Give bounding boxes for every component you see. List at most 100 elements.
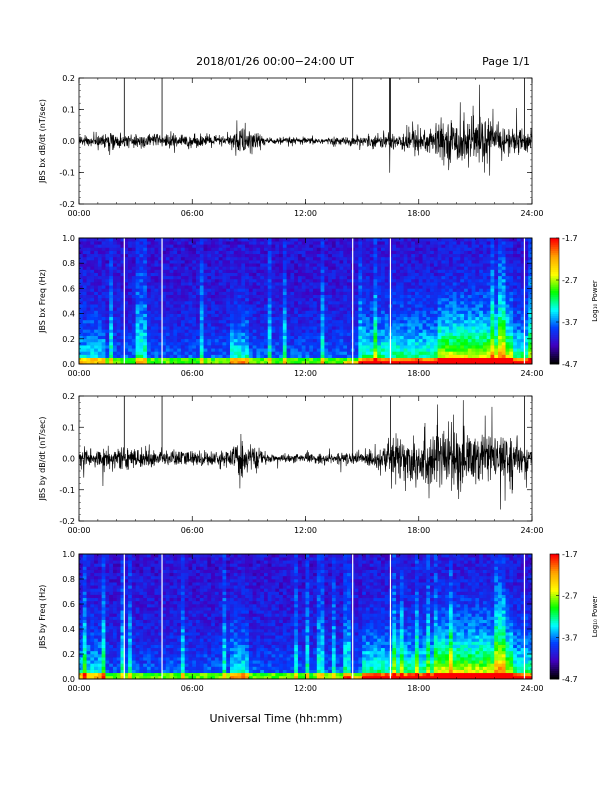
spectrogram-cell <box>165 307 170 311</box>
spectrogram-cell <box>320 266 325 270</box>
spectrogram-cell <box>445 338 450 343</box>
spectrogram-cell <box>498 301 503 305</box>
spectrogram-cell <box>509 304 514 308</box>
spectrogram-cell <box>282 332 287 336</box>
spectrogram-cell <box>79 335 84 340</box>
spectrogram-cell <box>241 313 246 318</box>
spectrogram-cell <box>214 285 219 289</box>
spectrogram-cell <box>482 297 488 302</box>
spectrogram-cell <box>414 313 420 318</box>
spectrogram-cell <box>430 338 435 343</box>
spectrogram-cell <box>275 326 280 330</box>
spectrogram-cell <box>188 360 193 365</box>
spectrogram-cell <box>482 341 488 346</box>
spectrogram-cell <box>199 278 204 283</box>
spectrogram-cell <box>94 291 99 295</box>
spectrogram-cell <box>290 256 295 261</box>
spectrogram-cell <box>441 263 446 267</box>
spectrogram-cell <box>384 301 389 305</box>
spectrogram-cell <box>218 260 223 264</box>
spectrogram-cell <box>505 360 510 365</box>
spectrogram-cell <box>286 297 291 302</box>
spectrogram-cell <box>430 329 435 333</box>
spectrogram-cell <box>143 297 148 302</box>
spectrogram-cell <box>94 247 99 251</box>
spectrogram-cell <box>358 278 363 283</box>
spectrogram-cell <box>313 272 318 277</box>
spectrogram-cell <box>320 294 325 299</box>
spectrogram-cell <box>120 348 125 352</box>
spectrogram-cell <box>112 285 118 289</box>
spectrogram-cell <box>131 297 136 302</box>
spectrogram-cell <box>252 316 257 321</box>
spectrogram-cell <box>135 348 140 352</box>
spectrogram-cell <box>422 291 427 295</box>
spectrogram-cell <box>109 278 114 283</box>
spectrogram-cell <box>188 319 193 324</box>
spectrogram-cell <box>245 250 250 255</box>
spectrogram-cell <box>109 272 114 277</box>
spectrogram-cell <box>196 269 201 273</box>
spectrogram-cell <box>316 348 321 352</box>
spectrogram-cell <box>452 316 457 321</box>
spectrogram-cell <box>192 285 197 289</box>
spectrogram-cell <box>479 247 484 251</box>
spectrogram-cell <box>498 263 503 267</box>
spectrogram-cell <box>196 278 201 283</box>
spectrogram-cell <box>169 297 174 302</box>
spectrogram-cell <box>324 319 329 324</box>
spectrogram-cell <box>362 326 367 330</box>
spectrogram-cell <box>199 238 204 242</box>
spectrogram-cell <box>94 326 99 330</box>
spectrogram-cell <box>211 291 216 295</box>
spectrogram-cell <box>528 313 533 318</box>
spectrogram-cell <box>418 291 423 295</box>
spectrogram-cell <box>324 332 329 336</box>
spectrogram-cell <box>105 263 110 267</box>
spectrogram-cell <box>79 288 84 292</box>
spectrogram-cell <box>482 285 488 289</box>
spectrogram-cell <box>184 260 189 264</box>
spectrogram-cell <box>233 272 238 277</box>
spectrogram-cell <box>180 241 186 245</box>
spectrogram-cell <box>256 244 261 248</box>
spectrogram-cell <box>271 304 276 308</box>
spectrogram-cell <box>316 238 321 242</box>
spectrogram-cell <box>411 304 416 308</box>
spectrogram-cell <box>177 244 182 248</box>
spectrogram-cell <box>82 345 87 349</box>
spectrogram-cell <box>203 238 208 242</box>
spectrogram-cell <box>448 326 454 330</box>
spectrogram-cell <box>377 319 382 324</box>
spectrogram-cell <box>214 256 219 261</box>
spectrogram-cell <box>392 260 397 264</box>
spectrogram-cell <box>403 238 408 242</box>
spectrogram-cell <box>207 272 212 277</box>
spectrogram-cell <box>165 348 170 352</box>
spectrogram-cell <box>490 304 495 308</box>
spectrogram-cell <box>177 301 182 305</box>
spectrogram-cell <box>498 319 503 324</box>
spectrogram-cell <box>112 275 118 280</box>
spectrogram-cell <box>180 244 186 248</box>
spectrogram-cell <box>456 269 461 273</box>
spectrogram-cell <box>528 238 533 242</box>
spectrogram-cell <box>486 304 491 308</box>
spectrogram-cell <box>509 357 514 362</box>
spectrogram-cell <box>245 310 250 314</box>
spectrogram-cell <box>381 244 386 248</box>
spectrogram-cell <box>505 247 510 251</box>
spectrogram-cell <box>452 313 457 318</box>
spectrogram-cell <box>365 288 370 292</box>
spectrogram-cell <box>203 266 208 270</box>
spectrogram-cell <box>162 297 167 302</box>
spectrogram-cell <box>516 266 521 270</box>
spectrogram-cell <box>331 326 336 330</box>
spectrogram-cell <box>520 247 525 251</box>
spectrogram-cell <box>343 313 348 318</box>
spectrogram-cell <box>331 304 336 308</box>
spectrogram-cell <box>501 282 506 286</box>
spectrogram-cell <box>188 354 193 358</box>
spectrogram-cell <box>218 332 223 336</box>
spectrogram-cell <box>192 250 197 255</box>
